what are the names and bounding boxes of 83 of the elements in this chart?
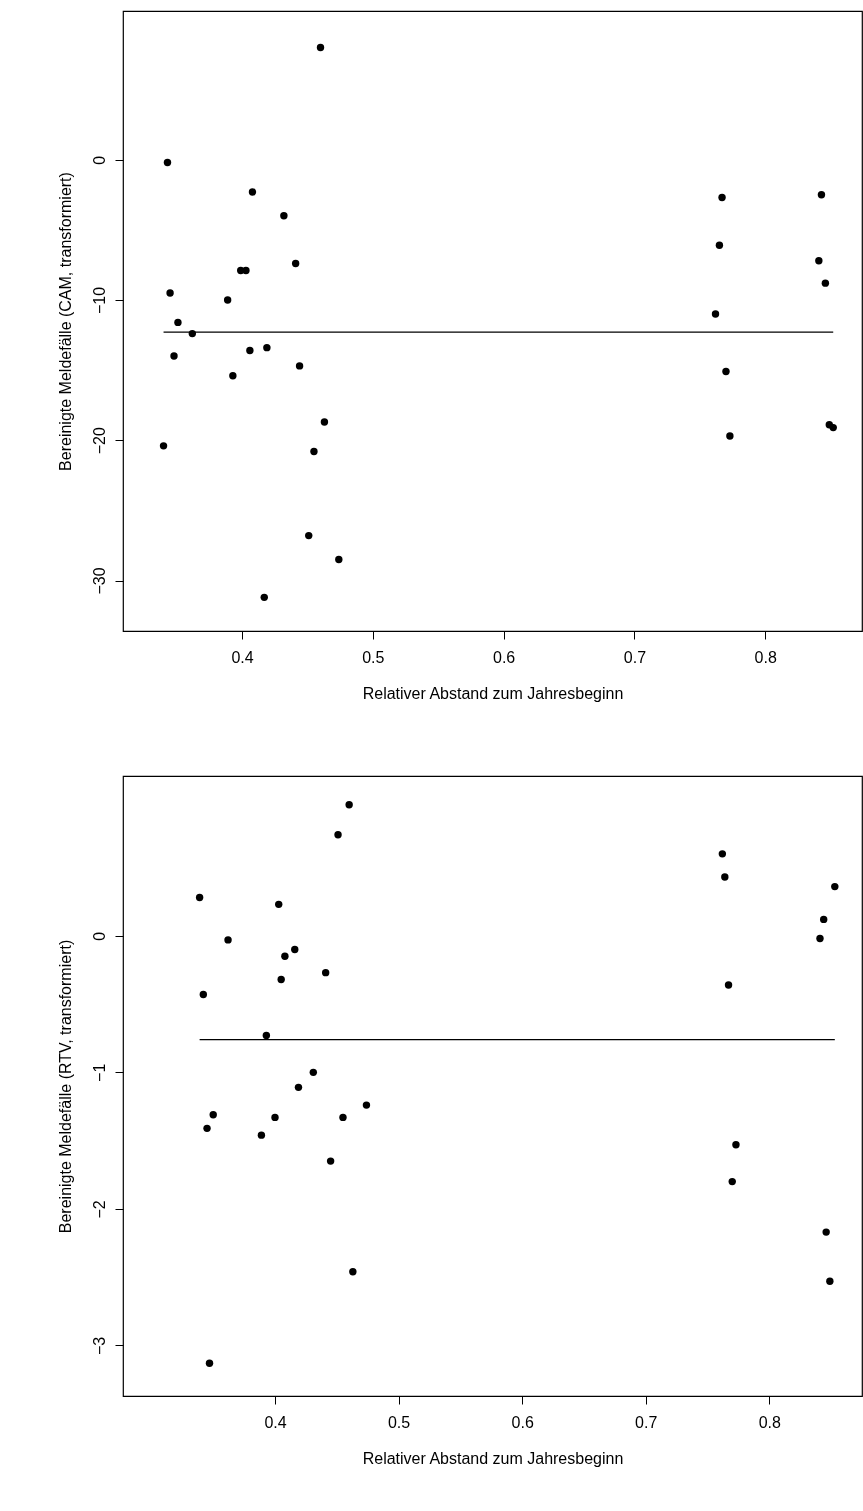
point [199, 990, 208, 999]
point [819, 915, 828, 924]
point [826, 1277, 834, 1285]
y-axis-title: Bereinigte Meldefälle (RTV, transformiert) [56, 939, 74, 1234]
point [166, 289, 174, 297]
point [362, 1101, 371, 1109]
point [262, 1031, 271, 1040]
x-tick-label: 0.7 [635, 1413, 658, 1431]
x-tick-label: 0.5 [362, 648, 385, 666]
point [195, 893, 204, 902]
x-tick-label: 0.4 [264, 1413, 287, 1431]
point [170, 352, 178, 360]
point [334, 831, 342, 839]
point [291, 945, 299, 954]
point [275, 900, 283, 909]
point [281, 952, 289, 960]
point [205, 1359, 214, 1367]
point [326, 1157, 335, 1165]
point [829, 423, 837, 432]
point [718, 193, 726, 202]
point [715, 241, 724, 249]
point [246, 346, 254, 355]
x-axis-title: Relativer Abstand zum Jahresbeginn [362, 684, 624, 702]
point [305, 531, 313, 540]
point [271, 1113, 279, 1122]
point [821, 279, 830, 287]
y-tick-label: 0 [90, 155, 108, 165]
point [257, 1131, 266, 1139]
point [721, 873, 729, 881]
x-tick-label: 0.4 [231, 648, 254, 666]
point [260, 593, 268, 602]
point [335, 555, 343, 564]
point [831, 882, 839, 891]
point [732, 1141, 740, 1149]
point [224, 936, 232, 944]
point [815, 256, 823, 265]
point [822, 1228, 830, 1236]
point [310, 447, 318, 456]
point [174, 318, 182, 327]
y-tick-label: −10 [90, 286, 108, 315]
point [711, 310, 720, 318]
y-tick-label: −2 [90, 1200, 108, 1219]
point [277, 975, 285, 984]
point [321, 968, 330, 977]
point [728, 1177, 736, 1186]
x-tick-label: 0.8 [754, 648, 777, 666]
point [203, 1124, 211, 1133]
point [349, 1268, 357, 1276]
point [817, 191, 826, 199]
point [263, 343, 271, 352]
x-tick-label: 0.6 [511, 1413, 534, 1431]
y-axis-title: Bereinigte Meldefälle (CAM, transformiert) [56, 172, 74, 471]
point [295, 362, 304, 370]
point [242, 266, 250, 275]
point [724, 981, 733, 989]
point [726, 432, 734, 440]
point [316, 43, 325, 52]
point [320, 418, 329, 426]
point [229, 372, 237, 380]
point [223, 296, 232, 304]
point [816, 934, 824, 943]
point [280, 212, 288, 220]
x-tick-label: 0.7 [623, 648, 647, 666]
point [159, 442, 168, 450]
x-tick-label: 0.6 [492, 648, 516, 666]
y-tick-label: −20 [90, 427, 108, 455]
y-tick-label: 0 [90, 931, 108, 941]
point [294, 1083, 303, 1092]
point [718, 850, 727, 858]
point [209, 1110, 217, 1119]
y-tick-label: −3 [90, 1336, 108, 1356]
x-axis-title: Relativer Abstand zum Jahresbeginn [362, 1449, 624, 1467]
point [345, 800, 353, 809]
y-tick-label: −1 [90, 1063, 108, 1082]
point [339, 1113, 347, 1122]
point [163, 158, 172, 167]
point [248, 188, 257, 196]
x-tick-label: 0.5 [387, 1413, 411, 1431]
point [291, 259, 300, 268]
point [722, 367, 730, 376]
point [309, 1068, 318, 1077]
y-tick-label: −30 [90, 567, 108, 595]
x-tick-label: 0.8 [758, 1413, 782, 1431]
